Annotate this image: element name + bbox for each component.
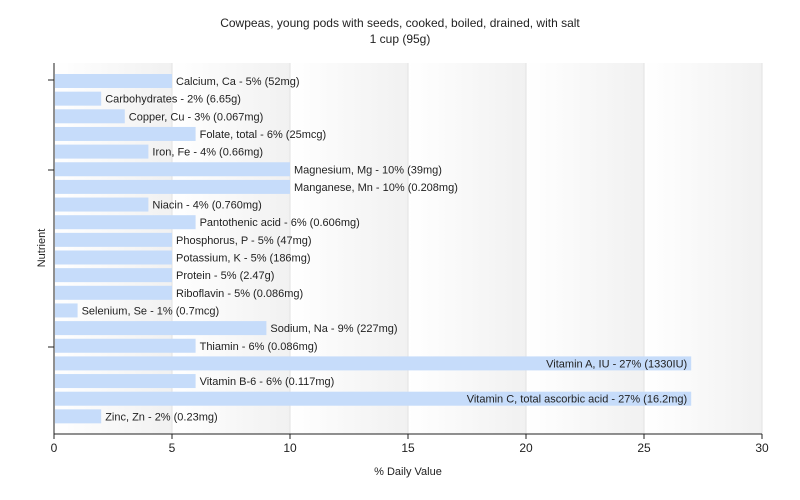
plot-band (408, 63, 526, 434)
x-tick-label: 25 (637, 441, 651, 455)
bar-label: Magnesium, Mg - 10% (39mg) (294, 164, 442, 176)
bar (55, 338, 196, 353)
bar-label: Folate, total - 6% (25mcg) (200, 129, 327, 141)
bar (55, 268, 172, 283)
bar-label: Copper, Cu - 3% (0.067mg) (129, 111, 264, 123)
x-tick-label: 30 (755, 441, 769, 455)
bar-label: Sodium, Na - 9% (227mg) (270, 323, 397, 335)
chart-title: Cowpeas, young pods with seeds, cooked, … (220, 16, 580, 30)
bar-label: Zinc, Zn - 2% (0.23mg) (105, 411, 217, 423)
bar (55, 232, 172, 247)
x-tick-label: 0 (51, 441, 58, 455)
x-tick-label: 20 (519, 441, 533, 455)
x-tick-label: 10 (283, 441, 297, 455)
bar-label: Thiamin - 6% (0.086mg) (200, 341, 318, 353)
bar-label: Vitamin B-6 - 6% (0.117mg) (200, 376, 335, 388)
plot-band (172, 63, 290, 434)
bar-label: Carbohydrates - 2% (6.65g) (105, 94, 241, 106)
bar-label: Protein - 5% (2.47g) (176, 270, 274, 282)
bar-label: Niacin - 4% (0.760mg) (152, 200, 261, 212)
bar (55, 91, 102, 106)
bar-label: Vitamin C, total ascorbic acid - 27% (16… (467, 394, 688, 406)
bar-label: Manganese, Mn - 10% (0.208mg) (294, 182, 458, 194)
x-axis-label: % Daily Value (374, 466, 442, 478)
y-axis-label: Nutrient (36, 228, 48, 268)
bar-label: Iron, Fe - 4% (0.66mg) (152, 147, 263, 159)
bar (55, 74, 172, 88)
plot-band (54, 63, 172, 434)
bar-label: Vitamin A, IU - 27% (1330IU) (546, 358, 687, 370)
bar (55, 356, 692, 371)
plot-band (644, 63, 762, 434)
x-tick-label: 15 (401, 441, 415, 455)
bar (55, 144, 149, 159)
bar-label: Selenium, Se - 1% (0.7mcg) (82, 305, 220, 317)
bar (55, 215, 196, 230)
chart-subtitle: 1 cup (95g) (369, 32, 431, 46)
plot-band (290, 63, 408, 434)
bar (55, 391, 692, 406)
bar (55, 303, 78, 318)
bar (55, 197, 149, 212)
bar-label: Calcium, Ca - 5% (52mg) (176, 76, 299, 88)
bar-label: Riboflavin - 5% (0.086mg) (176, 288, 303, 300)
bar (55, 321, 267, 336)
bar (55, 250, 172, 265)
bar-label: Pantothenic acid - 6% (0.606mg) (200, 217, 360, 229)
bar-label: Potassium, K - 5% (186mg) (176, 253, 311, 265)
bar-label: Phosphorus, P - 5% (47mg) (176, 235, 312, 247)
bar (55, 162, 290, 177)
x-tick-label: 5 (169, 441, 176, 455)
bar (55, 109, 125, 124)
bar (55, 409, 102, 424)
bar (55, 285, 172, 300)
bar (55, 126, 196, 141)
bar (55, 179, 290, 194)
bar (55, 374, 196, 389)
plot-band (526, 63, 644, 434)
